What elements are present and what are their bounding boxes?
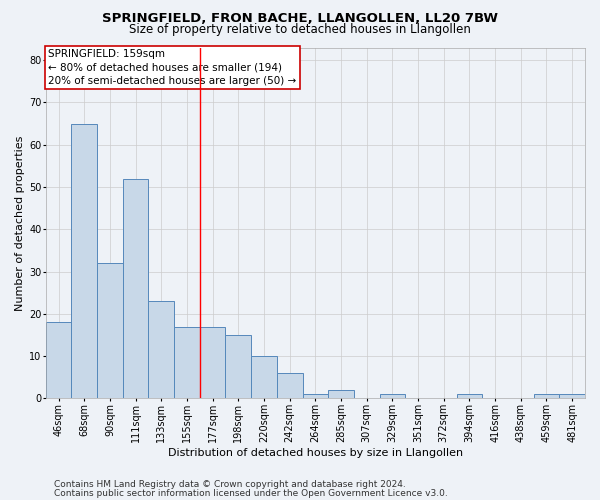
Bar	[457, 394, 482, 398]
Text: SPRINGFIELD: 159sqm
← 80% of detached houses are smaller (194)
20% of semi-detac: SPRINGFIELD: 159sqm ← 80% of detached ho…	[49, 50, 296, 86]
X-axis label: Distribution of detached houses by size in Llangollen: Distribution of detached houses by size …	[168, 448, 463, 458]
Bar	[46, 322, 71, 398]
Bar	[533, 394, 559, 398]
Bar	[174, 326, 200, 398]
Bar	[123, 178, 148, 398]
Bar	[71, 124, 97, 398]
Bar	[328, 390, 354, 398]
Text: Contains public sector information licensed under the Open Government Licence v3: Contains public sector information licen…	[54, 489, 448, 498]
Bar	[226, 335, 251, 398]
Bar	[559, 394, 585, 398]
Bar	[277, 373, 302, 398]
Bar	[200, 326, 226, 398]
Bar	[148, 301, 174, 398]
Y-axis label: Number of detached properties: Number of detached properties	[15, 136, 25, 310]
Bar	[251, 356, 277, 399]
Bar	[97, 263, 123, 398]
Text: Contains HM Land Registry data © Crown copyright and database right 2024.: Contains HM Land Registry data © Crown c…	[54, 480, 406, 489]
Bar	[380, 394, 405, 398]
Text: SPRINGFIELD, FRON BACHE, LLANGOLLEN, LL20 7BW: SPRINGFIELD, FRON BACHE, LLANGOLLEN, LL2…	[102, 12, 498, 26]
Text: Size of property relative to detached houses in Llangollen: Size of property relative to detached ho…	[129, 22, 471, 36]
Bar	[302, 394, 328, 398]
